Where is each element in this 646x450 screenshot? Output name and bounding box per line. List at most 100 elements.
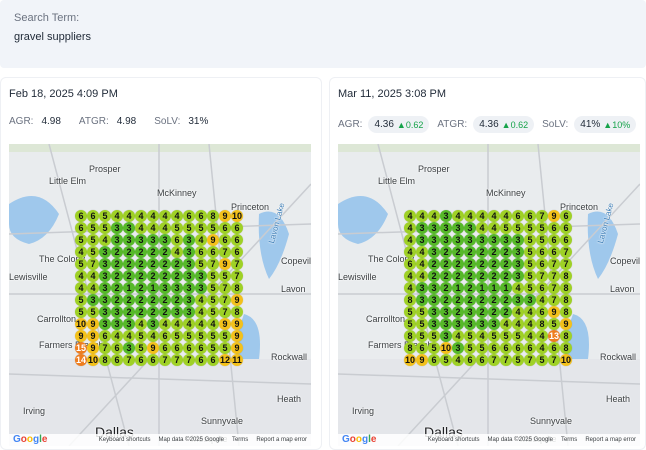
rank-pin[interactable]: 6: [464, 354, 476, 366]
rank-pin[interactable]: 7: [99, 342, 111, 354]
rank-pin[interactable]: 2: [464, 282, 476, 294]
rank-pin[interactable]: 4: [488, 210, 500, 222]
rank-pin[interactable]: 9: [87, 330, 99, 342]
keyboard-shortcuts-link[interactable]: Keyboard shortcuts: [98, 437, 151, 443]
rank-pin[interactable]: 3: [416, 222, 428, 234]
rank-pin[interactable]: 2: [135, 246, 147, 258]
rank-pin[interactable]: 4: [500, 210, 512, 222]
rank-pin[interactable]: 2: [123, 246, 135, 258]
rank-pin[interactable]: 2: [500, 258, 512, 270]
rank-pin[interactable]: 3: [512, 270, 524, 282]
rank-pin[interactable]: 5: [75, 294, 87, 306]
rank-pin[interactable]: 2: [111, 258, 123, 270]
rank-pin[interactable]: 4: [452, 330, 464, 342]
rank-pin[interactable]: 9: [548, 306, 560, 318]
rank-pin[interactable]: 1: [500, 282, 512, 294]
rank-pin[interactable]: 10: [440, 342, 452, 354]
rank-pin[interactable]: 5: [195, 330, 207, 342]
rank-pin[interactable]: 7: [171, 354, 183, 366]
rank-pin[interactable]: 5: [207, 282, 219, 294]
rank-pin[interactable]: 5: [219, 330, 231, 342]
rank-pin[interactable]: 9: [231, 294, 243, 306]
rank-pin[interactable]: 8: [404, 294, 416, 306]
rank-pin[interactable]: 2: [452, 246, 464, 258]
rank-pin[interactable]: 8: [99, 354, 111, 366]
rank-pin[interactable]: 12: [219, 354, 231, 366]
rank-pin[interactable]: 4: [135, 210, 147, 222]
rank-pin[interactable]: 6: [135, 354, 147, 366]
rank-pin[interactable]: 3: [416, 294, 428, 306]
rank-pin[interactable]: 6: [159, 330, 171, 342]
rank-pin[interactable]: 5: [524, 246, 536, 258]
rank-pin[interactable]: 2: [159, 306, 171, 318]
rank-pin[interactable]: 1: [476, 282, 488, 294]
rank-pin[interactable]: 6: [404, 258, 416, 270]
rank-pin[interactable]: 2: [440, 270, 452, 282]
rank-pin[interactable]: 6: [536, 246, 548, 258]
rank-pin[interactable]: 6: [195, 246, 207, 258]
rank-pin[interactable]: 8: [560, 306, 572, 318]
rank-pin[interactable]: 4: [488, 222, 500, 234]
rank-pin[interactable]: 4: [404, 210, 416, 222]
rank-pin[interactable]: 3: [99, 306, 111, 318]
rank-pin[interactable]: 3: [416, 282, 428, 294]
rank-pin[interactable]: 3: [464, 234, 476, 246]
rank-pin[interactable]: 15: [75, 342, 87, 354]
rank-pin[interactable]: 4: [123, 210, 135, 222]
rank-pin[interactable]: 2: [440, 282, 452, 294]
rank-pin[interactable]: 7: [548, 354, 560, 366]
rank-pin[interactable]: 6: [560, 222, 572, 234]
rank-pin[interactable]: 4: [404, 222, 416, 234]
rank-pin[interactable]: 7: [219, 294, 231, 306]
rank-pin[interactable]: 2: [135, 258, 147, 270]
rank-pin[interactable]: 7: [219, 306, 231, 318]
rank-pin[interactable]: 2: [135, 282, 147, 294]
rank-pin[interactable]: 8: [560, 270, 572, 282]
rank-pin[interactable]: 5: [195, 258, 207, 270]
terms-link[interactable]: Terms: [560, 437, 578, 443]
rank-pin[interactable]: 3: [440, 318, 452, 330]
rank-pin[interactable]: 3: [416, 234, 428, 246]
rank-pin[interactable]: 5: [524, 234, 536, 246]
rank-pin[interactable]: 3: [195, 282, 207, 294]
rank-pin[interactable]: 3: [488, 318, 500, 330]
rank-pin[interactable]: 4: [536, 342, 548, 354]
rank-pin[interactable]: 3: [99, 318, 111, 330]
rank-pin[interactable]: 5: [219, 270, 231, 282]
rank-pin[interactable]: 2: [488, 258, 500, 270]
rank-pin[interactable]: 8: [404, 330, 416, 342]
rank-pin[interactable]: 5: [75, 258, 87, 270]
rank-pin[interactable]: 3: [440, 222, 452, 234]
rank-pin[interactable]: 6: [99, 330, 111, 342]
rank-pin[interactable]: 6: [231, 246, 243, 258]
rank-pin[interactable]: 6: [75, 210, 87, 222]
rank-pin[interactable]: 6: [183, 342, 195, 354]
rank-pin[interactable]: 3: [147, 234, 159, 246]
rank-pin[interactable]: 6: [147, 354, 159, 366]
rank-pin[interactable]: 5: [404, 318, 416, 330]
rank-pin[interactable]: 4: [416, 258, 428, 270]
rank-pin[interactable]: 3: [464, 222, 476, 234]
rank-pin[interactable]: 4: [135, 318, 147, 330]
rank-pin[interactable]: 3: [440, 210, 452, 222]
rank-pin[interactable]: 3: [87, 294, 99, 306]
rank-pin[interactable]: 2: [135, 294, 147, 306]
rank-pin[interactable]: 3: [159, 234, 171, 246]
rank-pin[interactable]: 3: [440, 306, 452, 318]
rank-pin[interactable]: 3: [183, 246, 195, 258]
rank-grid-map[interactable]: Prosper Little Elm McKinney Princeton The Co…: [338, 144, 640, 446]
rank-pin[interactable]: 3: [464, 306, 476, 318]
rank-pin[interactable]: 2: [428, 258, 440, 270]
rank-pin[interactable]: 7: [536, 210, 548, 222]
rank-pin[interactable]: 4: [512, 318, 524, 330]
rank-pin[interactable]: 7: [560, 258, 572, 270]
rank-pin[interactable]: 6: [536, 306, 548, 318]
rank-pin[interactable]: 6: [548, 234, 560, 246]
rank-pin[interactable]: 7: [87, 258, 99, 270]
rank-pin[interactable]: 3: [171, 282, 183, 294]
rank-pin[interactable]: 3: [183, 234, 195, 246]
rank-pin[interactable]: 3: [183, 282, 195, 294]
rank-pin[interactable]: 2: [159, 270, 171, 282]
rank-pin[interactable]: 4: [404, 246, 416, 258]
rank-pin[interactable]: 3: [452, 222, 464, 234]
